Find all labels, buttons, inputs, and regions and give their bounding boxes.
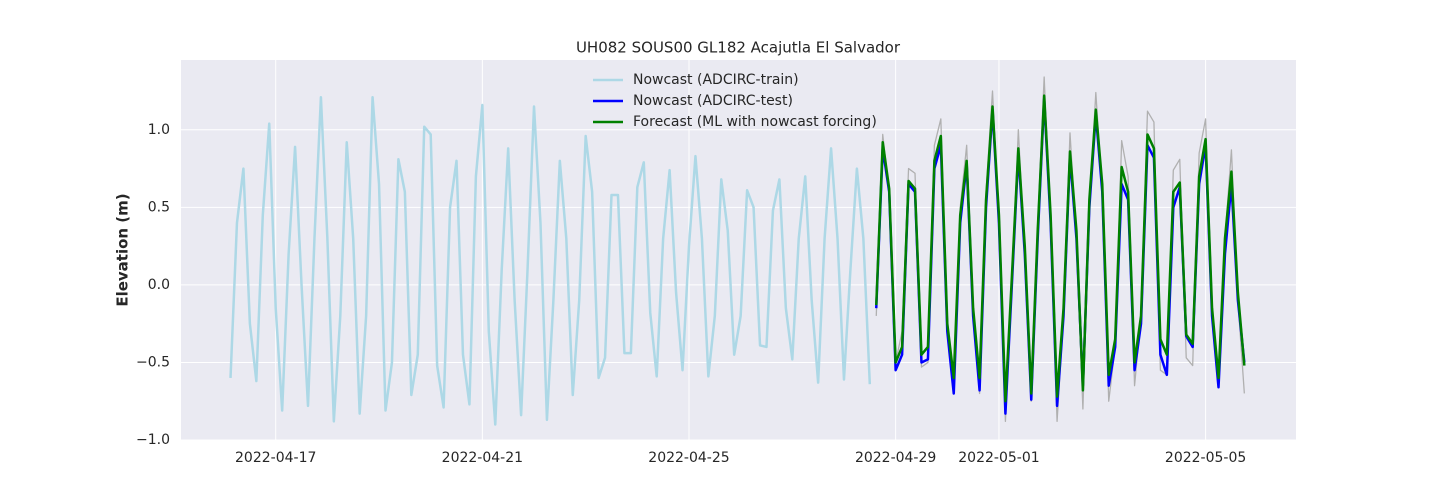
legend-label: Nowcast (ADCIRC-train): [633, 72, 799, 88]
x-tick-label: 2022-05-01: [958, 450, 1039, 466]
y-tick-label: 1.0: [148, 122, 170, 138]
series-line: [875, 94, 1246, 403]
y-tick-label: −0.5: [136, 354, 170, 370]
x-tick-label: 2022-04-29: [855, 450, 936, 466]
y-tick-label: 0.0: [148, 277, 170, 293]
x-tick-label: 2022-04-17: [235, 450, 316, 466]
legend-label: Nowcast (ADCIRC-test): [633, 93, 793, 109]
x-tick-label: 2022-04-25: [648, 450, 729, 466]
y-tick-label: 0.5: [148, 199, 170, 215]
x-tick-label: 2022-05-05: [1165, 450, 1246, 466]
chart-title: UH082 SOUS00 GL182 Acajutla El Salvador: [576, 39, 901, 57]
x-tick-label: 2022-04-21: [442, 450, 523, 466]
series-line: [229, 95, 872, 426]
y-axis-label: Elevation (m): [114, 193, 132, 306]
legend-label: Forecast (ML with nowcast forcing): [633, 114, 877, 130]
y-tick-label: −1.0: [136, 432, 170, 448]
